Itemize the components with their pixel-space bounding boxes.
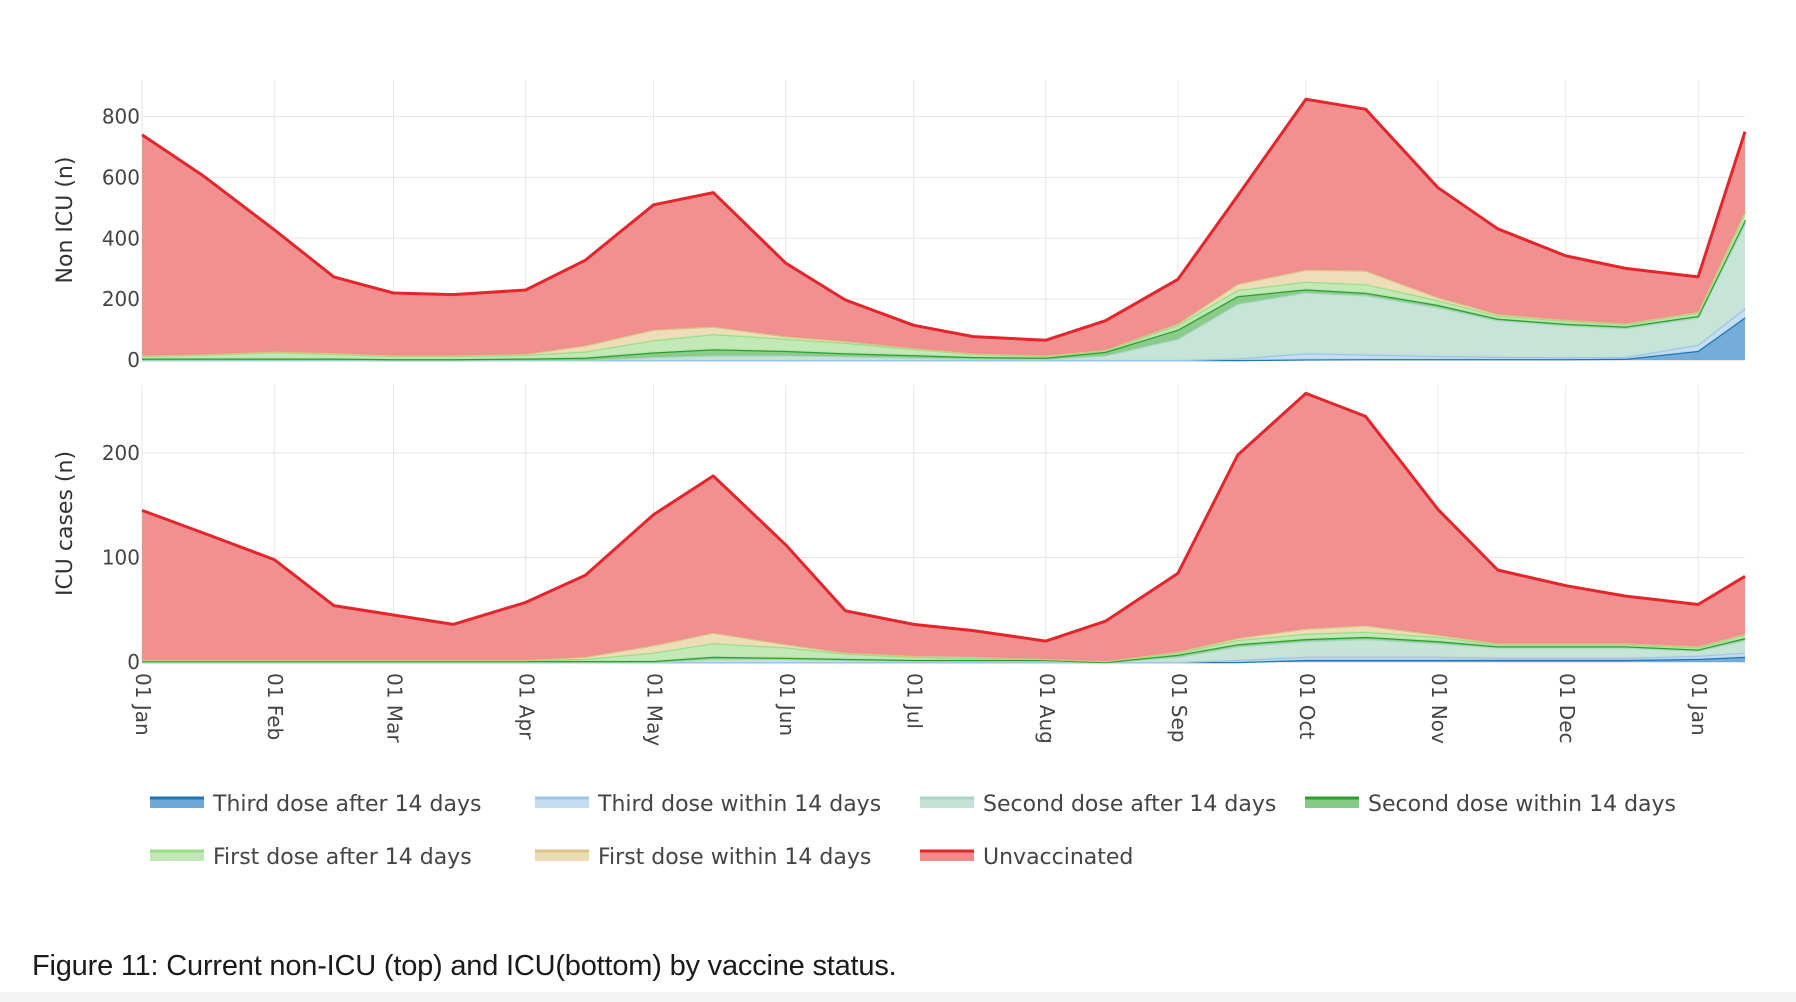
x-tick-label: 01 Oct <box>1295 673 1319 740</box>
legend-label: Third dose within 14 days <box>597 792 881 817</box>
y-tick-label: 400 <box>102 226 140 250</box>
x-tick-label: 01 Sep <box>1167 673 1191 743</box>
y-tick-label: 600 <box>102 165 140 189</box>
figure-caption: Figure 11: Current non-ICU (top) and ICU… <box>32 950 897 982</box>
area-second-dose-after-14-days <box>142 223 1745 360</box>
legend-swatch-fill <box>920 851 974 861</box>
legend-item-first-dose-after-14-days[interactable]: First dose after 14 days <box>150 845 472 870</box>
x-tick-label: 01 Mar <box>383 673 407 743</box>
area-unvaccinated <box>142 99 1745 356</box>
line-unvaccinated <box>141 391 1746 643</box>
legend-label: Unvaccinated <box>983 845 1133 870</box>
legend-label: First dose within 14 days <box>598 845 871 870</box>
x-tick-label: 01 Apr <box>515 673 539 740</box>
y-axis-label: ICU cases (n) <box>53 451 78 596</box>
x-tick-label: 01 Nov <box>1427 673 1451 744</box>
area-unvaccinated <box>142 393 1745 661</box>
legend-swatch-fill <box>1305 798 1359 808</box>
legend-swatch-fill <box>150 851 204 861</box>
y-tick-label: 100 <box>102 545 140 569</box>
y-tick-label: 0 <box>127 650 140 674</box>
y-tick-label: 200 <box>102 287 140 311</box>
page-footer-band <box>0 992 1796 1002</box>
x-tick-label: 01 Aug <box>1035 673 1059 744</box>
y-tick-label: 200 <box>102 441 140 465</box>
legend-item-second-dose-within-14-days[interactable]: Second dose within 14 days <box>1305 792 1676 817</box>
legend-item-third-dose-within-14-days[interactable]: Third dose within 14 days <box>535 792 881 817</box>
x-tick-label: 01 Jun <box>775 673 799 736</box>
x-tick-label: 01 Jan <box>131 673 155 736</box>
panel-2: 0 100 200 ICU cases (n) <box>53 385 1746 674</box>
legend-label: Second dose within 14 days <box>1368 792 1676 817</box>
x-tick-label: 01 Jul <box>903 673 927 729</box>
legend-swatch-fill <box>920 798 974 808</box>
panel-1: 0 200 400 600 800 Non ICU (n) <box>53 80 1747 372</box>
legend-label: Third dose after 14 days <box>212 792 481 817</box>
legend-item-third-dose-after-14-days[interactable]: Third dose after 14 days <box>150 792 481 817</box>
y-tick-label: 800 <box>102 105 140 129</box>
legend-item-second-dose-after-14-days[interactable]: Second dose after 14 days <box>920 792 1276 817</box>
legend-label: First dose after 14 days <box>213 845 472 870</box>
legend-swatch-fill <box>150 798 204 808</box>
legend-swatch-fill <box>535 851 589 861</box>
x-tick-label: 01 Feb <box>263 673 287 740</box>
legend-swatch-fill <box>535 798 589 808</box>
area-second-dose-after-14-days <box>142 639 1745 662</box>
legend-item-first-dose-within-14-days[interactable]: First dose within 14 days <box>535 845 871 870</box>
legend-label: Second dose after 14 days <box>983 792 1276 817</box>
x-tick-label: 01 Jan <box>1687 673 1711 736</box>
y-tick-label: 0 <box>127 348 140 372</box>
area-third-dose-within-14-days <box>142 652 1745 662</box>
line-unvaccinated <box>141 97 1747 342</box>
legend-item-unvaccinated[interactable]: Unvaccinated <box>920 845 1133 870</box>
y-axis-label: Non ICU (n) <box>53 157 78 284</box>
x-tick-label: 01 Dec <box>1555 673 1579 744</box>
x-tick-label: 01 May <box>643 673 667 746</box>
